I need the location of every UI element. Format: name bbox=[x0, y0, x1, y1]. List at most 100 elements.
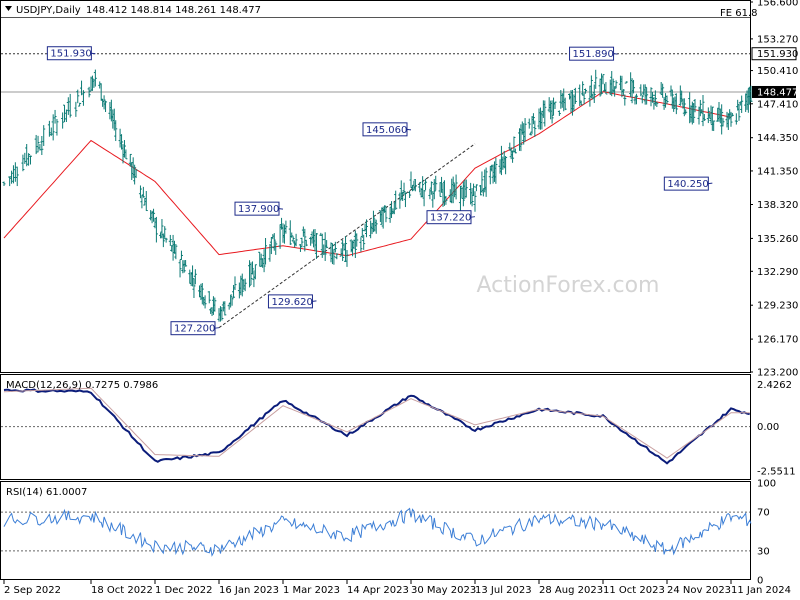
price-bar bbox=[579, 100, 583, 106]
price-bar bbox=[34, 134, 38, 155]
x-tick-label: 1 Dec 2022 bbox=[155, 585, 213, 596]
price-bar bbox=[474, 184, 478, 192]
moving-average-line bbox=[3, 91, 732, 257]
trendline bbox=[218, 143, 476, 329]
price-annotation-label: 140.250 bbox=[667, 179, 708, 190]
axis-labels-layer: 156.600 153.270 150.410 147.410 144.350 141.3… bbox=[3, 0, 798, 596]
price-bar bbox=[341, 240, 345, 262]
price-bar bbox=[81, 90, 85, 106]
price-y-tick-label: 132.290 bbox=[757, 267, 798, 278]
price-bar bbox=[164, 237, 168, 243]
price-bar bbox=[141, 186, 145, 198]
price-annotation: 137.900 bbox=[234, 201, 284, 216]
price-bar bbox=[168, 234, 172, 246]
price-annotation: 151.890 bbox=[569, 46, 618, 61]
macd-signal-line bbox=[3, 387, 750, 459]
price-bar bbox=[122, 140, 126, 158]
price-bar bbox=[243, 278, 247, 292]
price-bar bbox=[589, 75, 593, 99]
price-annotation-connector bbox=[312, 300, 317, 302]
price-bar bbox=[63, 104, 67, 123]
x-tick-label: 13 Jul 2023 bbox=[475, 585, 532, 596]
price-bar bbox=[66, 97, 70, 115]
price-bar bbox=[42, 125, 46, 146]
price-bar bbox=[429, 181, 433, 195]
price-bar bbox=[21, 154, 25, 172]
price-bar bbox=[38, 143, 42, 151]
x-tick-label: 1 Mar 2023 bbox=[283, 585, 340, 596]
price-bar bbox=[438, 182, 442, 197]
macd-line bbox=[3, 388, 750, 465]
price-bar bbox=[384, 206, 388, 223]
price-bar bbox=[533, 120, 537, 137]
price-annotation-box bbox=[46, 46, 92, 61]
price-bar bbox=[529, 132, 533, 136]
price-bar bbox=[553, 101, 557, 110]
annotation-layer: 151.930 127.200 137.900 129.620 145.060 137.2… bbox=[46, 46, 713, 336]
price-bar bbox=[480, 171, 484, 193]
price-annotation-label: 151.890 bbox=[573, 49, 614, 60]
price-bar bbox=[464, 179, 468, 198]
price-bar bbox=[152, 208, 156, 222]
price-bar bbox=[639, 84, 643, 97]
price-annotation: 140.250 bbox=[663, 176, 713, 191]
price-annotation: 145.060 bbox=[362, 122, 412, 137]
price-levels bbox=[1, 17, 750, 93]
price-bar bbox=[592, 84, 596, 103]
price-bar bbox=[124, 149, 128, 160]
macd-y-tick-label: 0.00 bbox=[757, 422, 779, 433]
price-bar bbox=[220, 307, 224, 321]
price-bar bbox=[269, 237, 273, 255]
price-bar bbox=[288, 220, 292, 245]
price-bar bbox=[203, 295, 207, 309]
price-bar bbox=[454, 174, 458, 200]
price-bar bbox=[661, 83, 665, 98]
price-bar bbox=[543, 100, 547, 127]
macd-y-tick-label: -2.5511 bbox=[757, 467, 796, 478]
current-price-tag-label: 148.477 bbox=[757, 87, 798, 98]
price-bar bbox=[90, 75, 94, 91]
price-bar bbox=[64, 109, 68, 123]
x-tick-label: 11 Jan 2024 bbox=[731, 585, 791, 596]
price-bar bbox=[102, 95, 106, 110]
price-bar bbox=[403, 192, 407, 208]
price-bar bbox=[634, 93, 638, 105]
price-bar bbox=[284, 220, 288, 234]
price-bar bbox=[531, 113, 535, 125]
x-tick-label: 16 Jan 2023 bbox=[219, 585, 279, 596]
price-bar bbox=[250, 261, 254, 275]
price-bar bbox=[362, 234, 366, 250]
price-bar bbox=[698, 99, 702, 117]
price-y-tick-label: 126.170 bbox=[757, 335, 798, 346]
price-bar bbox=[398, 192, 402, 209]
price-bar bbox=[51, 114, 55, 141]
price-bar bbox=[290, 232, 294, 238]
x-tick-label: 14 Apr 2023 bbox=[347, 585, 409, 596]
price-bar bbox=[684, 109, 688, 115]
price-bar bbox=[345, 249, 349, 267]
price-y-tick-label: 153.270 bbox=[757, 34, 798, 45]
price-y-tick-label: 135.260 bbox=[757, 234, 798, 245]
price-bar bbox=[692, 103, 696, 123]
macd-title: MACD(12,26,9) 0.7275 0.7986 bbox=[6, 380, 158, 391]
price-annotation-connector bbox=[708, 182, 713, 185]
price-bar bbox=[291, 236, 295, 243]
price-bar bbox=[364, 219, 368, 238]
price-bar bbox=[28, 155, 32, 165]
price-annotation-connector bbox=[91, 52, 96, 55]
price-annotation: 137.220 bbox=[426, 210, 476, 225]
header: USDJPY,Daily 148.412 148.814 148.261 148… bbox=[5, 5, 261, 16]
price-bar bbox=[512, 136, 516, 153]
price-bar bbox=[624, 81, 628, 84]
price-bar bbox=[434, 175, 438, 191]
price-bar bbox=[47, 120, 51, 137]
price-annotation-connector bbox=[406, 128, 412, 131]
trendline-layer bbox=[218, 143, 476, 329]
rsi-y-tick-label: 70 bbox=[757, 508, 770, 519]
price-bar bbox=[184, 260, 188, 267]
price-bar bbox=[665, 95, 669, 105]
price-bar bbox=[15, 166, 19, 187]
price-bar bbox=[40, 135, 44, 156]
price-bar bbox=[320, 233, 324, 258]
rsi-panel-frame bbox=[0, 481, 751, 580]
